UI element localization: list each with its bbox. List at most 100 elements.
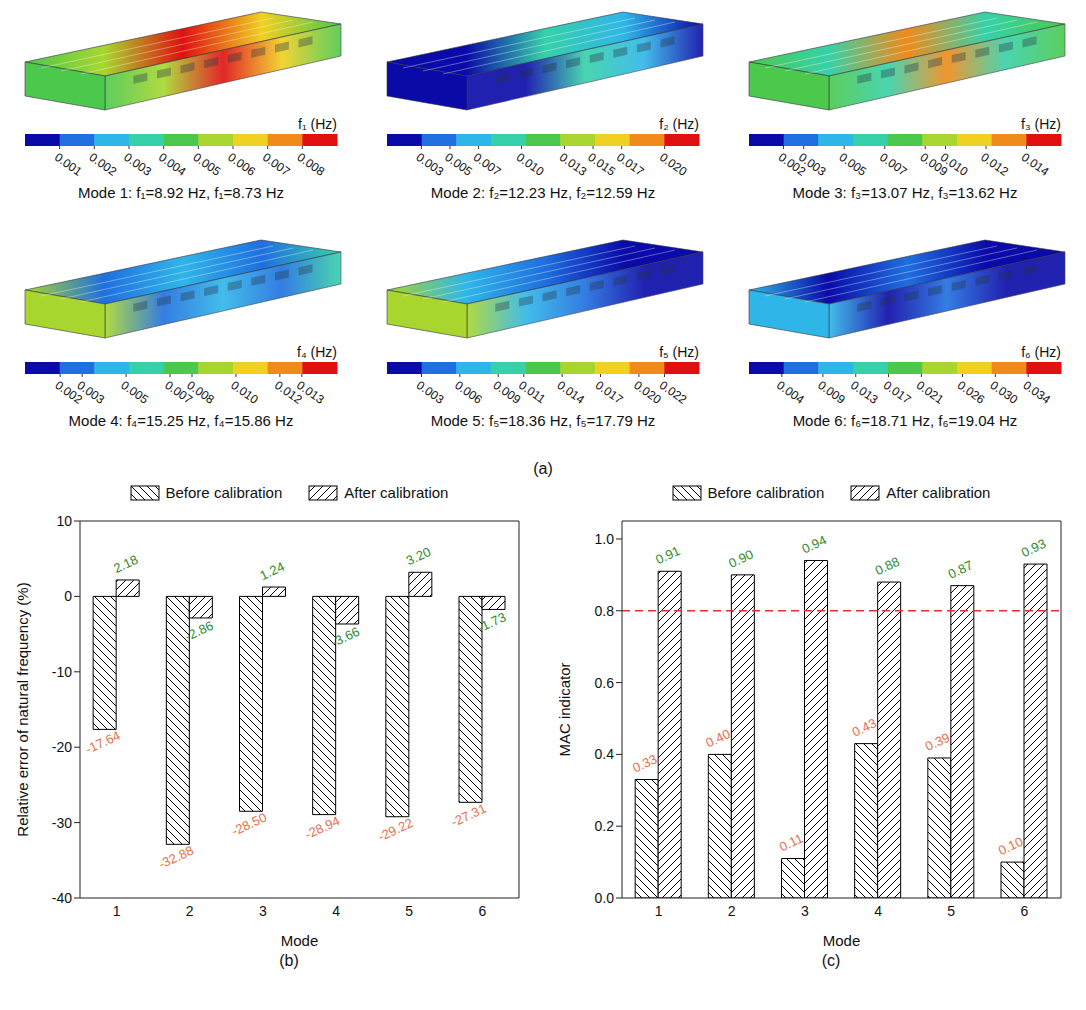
svg-text:0.015: 0.015: [585, 150, 618, 179]
svg-text:0.003: 0.003: [414, 378, 447, 407]
svg-text:3: 3: [259, 903, 267, 919]
svg-text:0.003: 0.003: [121, 150, 154, 179]
svg-text:0.004: 0.004: [774, 378, 807, 407]
svg-text:4: 4: [332, 903, 340, 919]
svg-text:0.013: 0.013: [294, 378, 327, 407]
svg-text:0.6: 0.6: [595, 675, 615, 691]
svg-text:-2.86: -2.86: [182, 618, 215, 644]
svg-text:1: 1: [655, 903, 663, 919]
svg-text:0.021: 0.021: [914, 378, 947, 407]
svg-text:0.017: 0.017: [881, 378, 914, 407]
svg-text:0.030: 0.030: [988, 378, 1021, 407]
svg-text:f₂ (Hz): f₂ (Hz): [659, 116, 699, 132]
svg-text:2: 2: [728, 903, 736, 919]
svg-text:0.008: 0.008: [295, 150, 328, 179]
svg-text:0.017: 0.017: [614, 150, 647, 179]
svg-text:0.94: 0.94: [799, 532, 828, 556]
svg-text:0.4: 0.4: [595, 746, 615, 762]
svg-text:Mode: Mode: [823, 932, 861, 949]
svg-text:0.88: 0.88: [873, 554, 902, 578]
svg-text:0.003: 0.003: [74, 378, 107, 407]
svg-text:6: 6: [1021, 903, 1029, 919]
svg-text:0.014: 0.014: [554, 378, 587, 407]
svg-text:Relative error of natural freq: Relative error of natural frequency (%): [14, 582, 31, 836]
svg-text:0.87: 0.87: [946, 557, 975, 581]
svg-text:-3.66: -3.66: [329, 624, 362, 650]
svg-text:-29.22: -29.22: [376, 815, 416, 844]
svg-text:0.009: 0.009: [815, 378, 848, 407]
svg-text:0.007: 0.007: [877, 150, 910, 179]
svg-text:0.005: 0.005: [837, 150, 870, 179]
svg-text:0.009: 0.009: [491, 378, 524, 407]
svg-text:0.013: 0.013: [848, 378, 881, 407]
svg-text:f₃ (Hz): f₃ (Hz): [1021, 116, 1061, 132]
svg-text:2.18: 2.18: [111, 552, 140, 576]
svg-text:10: 10: [56, 513, 72, 529]
svg-text:-30: -30: [52, 815, 72, 831]
svg-text:1.24: 1.24: [257, 559, 286, 583]
svg-text:0.001: 0.001: [52, 150, 85, 179]
svg-text:-17.64: -17.64: [83, 728, 123, 757]
svg-text:f₄ (Hz): f₄ (Hz): [297, 344, 337, 360]
svg-text:0.006: 0.006: [225, 150, 258, 179]
svg-text:2: 2: [186, 903, 194, 919]
svg-text:-40: -40: [52, 890, 72, 906]
svg-text:0.020: 0.020: [657, 150, 690, 179]
svg-text:0.007: 0.007: [471, 150, 504, 179]
svg-text:0.93: 0.93: [1019, 536, 1048, 560]
svg-text:0.007: 0.007: [260, 150, 293, 179]
svg-text:0.005: 0.005: [118, 378, 151, 407]
svg-text:-1.73: -1.73: [475, 609, 508, 635]
svg-text:0.022: 0.022: [657, 378, 690, 407]
svg-text:-28.94: -28.94: [302, 813, 342, 842]
svg-text:3.20: 3.20: [404, 544, 433, 568]
svg-text:MAC indicator: MAC indicator: [556, 662, 573, 756]
svg-text:-27.31: -27.31: [449, 801, 489, 830]
svg-text:0.020: 0.020: [631, 378, 664, 407]
svg-text:0.003: 0.003: [414, 150, 447, 179]
svg-text:1.0: 1.0: [595, 531, 615, 547]
svg-text:0.008: 0.008: [184, 378, 217, 407]
svg-text:0.010: 0.010: [228, 378, 261, 407]
svg-text:-20: -20: [52, 739, 72, 755]
svg-text:0.011: 0.011: [516, 378, 548, 406]
svg-text:0.010: 0.010: [938, 150, 971, 179]
svg-text:4: 4: [874, 903, 882, 919]
svg-text:0.003: 0.003: [796, 150, 829, 179]
svg-text:0.026: 0.026: [955, 378, 988, 407]
svg-text:f₅ (Hz): f₅ (Hz): [659, 344, 699, 360]
svg-text:0.90: 0.90: [726, 547, 755, 571]
svg-text:0.013: 0.013: [557, 150, 590, 179]
svg-text:0.014: 0.014: [1019, 150, 1052, 179]
svg-text:0.002: 0.002: [87, 150, 120, 179]
svg-text:0.0: 0.0: [595, 890, 615, 906]
svg-text:0.005: 0.005: [442, 150, 475, 179]
svg-text:6: 6: [479, 903, 487, 919]
svg-text:0.005: 0.005: [191, 150, 224, 179]
svg-text:0.33: 0.33: [630, 751, 659, 775]
svg-text:-28.50: -28.50: [229, 810, 269, 839]
svg-text:0.2: 0.2: [595, 818, 615, 834]
svg-text:0.40: 0.40: [703, 726, 732, 750]
svg-text:-10: -10: [52, 664, 72, 680]
svg-text:f₁ (Hz): f₁ (Hz): [298, 116, 337, 132]
svg-text:0.004: 0.004: [156, 150, 189, 179]
svg-text:0.91: 0.91: [653, 543, 682, 567]
svg-text:3: 3: [801, 903, 809, 919]
svg-text:f₆ (Hz): f₆ (Hz): [1021, 344, 1061, 360]
svg-text:1: 1: [113, 903, 121, 919]
svg-text:0.012: 0.012: [978, 150, 1011, 179]
svg-text:0.010: 0.010: [514, 150, 547, 179]
svg-text:-32.88: -32.88: [156, 843, 196, 872]
svg-text:0.8: 0.8: [595, 603, 615, 619]
svg-text:0.017: 0.017: [593, 378, 626, 407]
svg-text:Mode: Mode: [281, 932, 319, 949]
svg-text:0.034: 0.034: [1020, 378, 1053, 407]
svg-text:0.39: 0.39: [923, 730, 952, 754]
svg-text:0.43: 0.43: [850, 715, 879, 739]
svg-text:5: 5: [947, 903, 955, 919]
svg-text:5: 5: [405, 903, 413, 919]
svg-text:0.11: 0.11: [777, 830, 805, 854]
svg-text:0.10: 0.10: [996, 834, 1025, 858]
svg-text:0: 0: [64, 588, 72, 604]
